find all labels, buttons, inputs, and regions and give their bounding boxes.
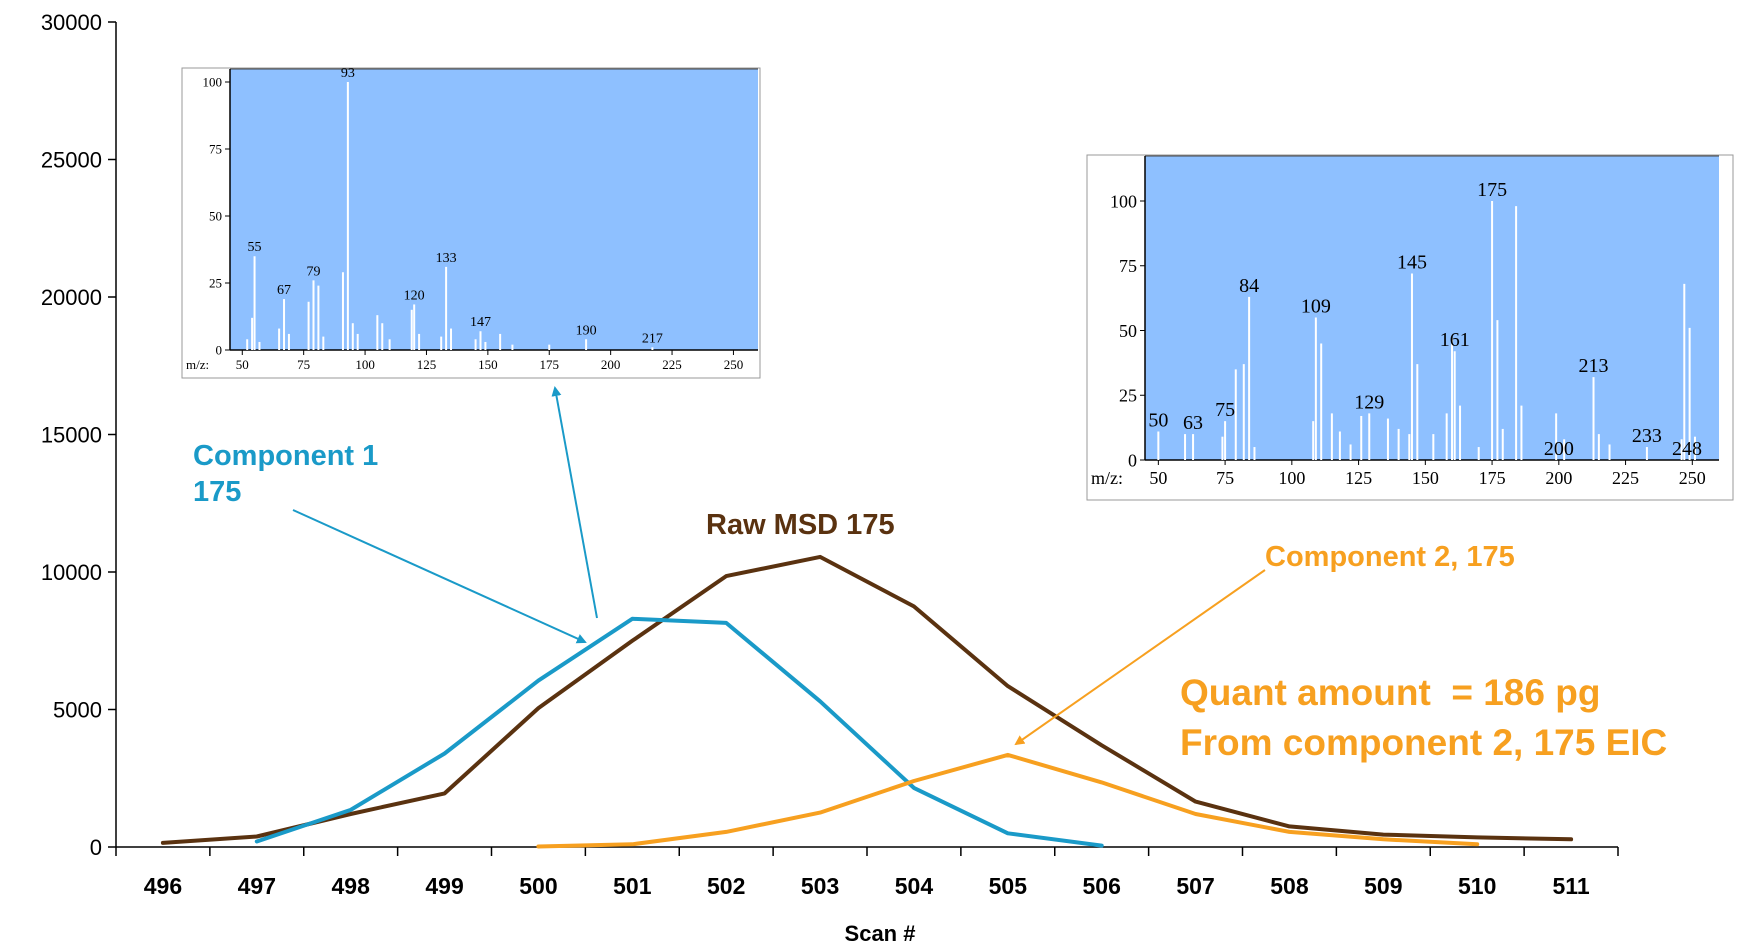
inset-y-tick-label: 75 [1119, 256, 1137, 276]
component2-label: Component 2, 175 [1265, 541, 1515, 573]
inset-peak-label: 63 [1183, 412, 1203, 434]
inset-x-tick-label: 150 [478, 357, 498, 372]
inset-peak-label: 233 [1632, 425, 1662, 447]
inset-x-tick-label: 225 [1612, 468, 1639, 488]
series-line-raw-msd-175 [160, 554, 1574, 845]
x-tick-label: 496 [144, 873, 182, 899]
series-line-component-1-175 [254, 616, 1104, 848]
inset-peak-label: 50 [1148, 410, 1168, 432]
x-tick-label: 498 [332, 873, 371, 899]
inset-peak-label: 133 [436, 251, 457, 266]
inset-x-tick-label: 175 [1479, 468, 1506, 488]
inset-peak-label: 109 [1301, 296, 1331, 318]
inset-plot-area [1145, 156, 1719, 460]
inset-x-tick-label: 50 [236, 357, 249, 372]
x-tick-label: 499 [425, 873, 463, 899]
component1-spectrum-arrow [551, 386, 598, 619]
inset-peak-label: 248 [1672, 438, 1702, 460]
series-line-component-2-175 [536, 752, 1480, 849]
inset-peak-label: 200 [1544, 438, 1574, 460]
inset-x-tick-label: 200 [1545, 468, 1572, 488]
y-tick-label: 5000 [53, 698, 102, 723]
x-tick-label: 509 [1364, 873, 1402, 899]
x-tick-label: 501 [613, 873, 652, 899]
inset-y-tick-label: 0 [1128, 450, 1137, 470]
component1-label-line2: 175 [193, 476, 242, 508]
component1-label: Component 1 175 [193, 438, 378, 510]
inset-peak-label: 55 [248, 240, 262, 255]
inset-peak-label: 145 [1397, 252, 1427, 274]
x-tick-label: 500 [519, 873, 557, 899]
y-tick-label: 0 [90, 835, 102, 860]
inset-y-tick-label: 25 [209, 276, 222, 291]
quant-amount-label: Quant amount = 186 pg From component 2, … [1180, 668, 1667, 768]
x-tick-label: 503 [801, 873, 839, 899]
inset-x-tick-label: 100 [1278, 468, 1305, 488]
inset-peak-label: 84 [1239, 275, 1259, 297]
x-tick-label: 510 [1458, 873, 1496, 899]
inset-peak-label: 120 [404, 288, 425, 303]
component2-arrow [1014, 569, 1266, 746]
inset-x-tick-label: 250 [1679, 468, 1706, 488]
inset-x-tick-label: 200 [601, 357, 621, 372]
raw-msd-label: Raw MSD 175 [706, 509, 895, 541]
inset-peak-label: 129 [1354, 391, 1384, 413]
inset-x-tick-label: 225 [662, 357, 682, 372]
inset-x-tick-label: 50 [1149, 468, 1167, 488]
x-tick-label: 507 [1176, 873, 1214, 899]
mass-spectrum-inset: 0 25 50 75 100 50 75 100 125 150 175 200 225 250 m/z: 5… [181, 66, 761, 379]
x-tick-label: 508 [1270, 873, 1309, 899]
component1-arrow [292, 509, 587, 644]
x-tick-label: 506 [1083, 873, 1121, 899]
inset-x-tick-label: 100 [355, 357, 375, 372]
inset-peak-label: 217 [642, 331, 663, 346]
inset-x-tick-label: 125 [417, 357, 437, 372]
y-tick-label: 30000 [41, 10, 102, 35]
inset-peak-label: 67 [277, 283, 291, 298]
inset-x-tick-label: 250 [724, 357, 744, 372]
inset-y-tick-label: 25 [1119, 386, 1137, 406]
series-layer [160, 554, 1574, 849]
inset-peak-label: 79 [306, 264, 320, 279]
inset-peak-label: 93 [341, 66, 355, 81]
inset-y-tick-label: 50 [1119, 321, 1137, 341]
x-tick-label: 504 [895, 873, 934, 899]
y-tick-label: 10000 [41, 560, 102, 585]
inset-x-axis-label: m/z: [1091, 468, 1123, 488]
quant-line2: From component 2, 175 EIC [1180, 722, 1668, 763]
inset-y-tick-label: 75 [209, 142, 222, 157]
x-tick-label: 502 [707, 873, 745, 899]
inset-x-tick-label: 75 [1216, 468, 1234, 488]
y-tick-label: 15000 [41, 423, 102, 448]
inset-x-tick-label: 75 [297, 357, 310, 372]
mass-spectrum-inset: 0 25 50 75 100 50 75 100 125 150 175 200 225 250 m/z: 5… [1086, 154, 1734, 501]
inset-peak-label: 213 [1579, 355, 1609, 377]
inset-y-tick-label: 0 [216, 343, 223, 358]
inset-peak-label: 147 [470, 315, 491, 330]
inset-peak-label: 161 [1440, 329, 1470, 351]
x-tick-label: 505 [989, 873, 1028, 899]
x-tick-label: 511 [1553, 873, 1590, 899]
inset-peak-label: 190 [576, 323, 597, 338]
inset-peak-label: 75 [1215, 399, 1235, 421]
y-tick-label: 25000 [41, 148, 102, 173]
quant-line1: Quant amount = 186 pg [1180, 672, 1601, 713]
x-tick-label: 497 [238, 873, 276, 899]
component1-label-line1: Component 1 [193, 440, 379, 472]
inset-x-axis-label: m/z: [186, 357, 209, 372]
inset-x-tick-label: 125 [1345, 468, 1372, 488]
annotation-arrows [292, 386, 1266, 746]
inset-x-tick-label: 150 [1412, 468, 1439, 488]
inset-y-tick-label: 100 [203, 75, 223, 90]
inset-peak-label: 175 [1477, 179, 1507, 201]
inset-x-tick-label: 175 [540, 357, 560, 372]
y-tick-label: 20000 [41, 285, 102, 310]
x-axis-title: Scan # [845, 921, 916, 945]
inset-y-tick-label: 50 [209, 209, 222, 224]
inset-y-tick-label: 100 [1110, 191, 1137, 211]
